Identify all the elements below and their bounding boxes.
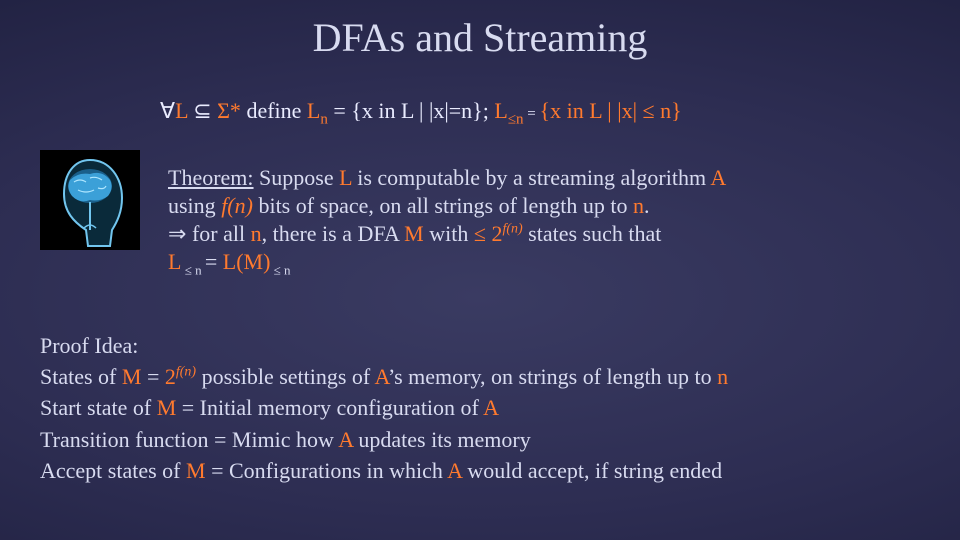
p4a: Accept states of: [40, 458, 186, 483]
p1base: 2: [165, 364, 176, 389]
forall-symbol: ∀: [160, 98, 175, 123]
th-l4L: L: [168, 249, 181, 274]
th-base: 2: [491, 221, 502, 246]
Lleq-L: L: [494, 98, 507, 123]
Lleq-subscript: ≤n: [508, 111, 524, 127]
th-l4sub2: ≤ n: [270, 263, 290, 278]
th-l1b: is computable by a streaming algorithm: [352, 165, 711, 190]
th-l3a: for all: [186, 221, 250, 246]
p4A: A: [447, 458, 462, 483]
th-l3d: states such that: [523, 221, 662, 246]
Ln-subscript: n: [320, 111, 328, 127]
theorem-label: Theorem:: [168, 165, 254, 190]
p3b: updates its memory: [353, 427, 531, 452]
th-l4eq: =: [205, 249, 223, 274]
proof-header: Proof Idea:: [40, 333, 138, 358]
p2b: = Initial memory configuration of: [176, 395, 483, 420]
brain-icon: [40, 150, 140, 250]
p1a: States of: [40, 364, 122, 389]
th-M: M: [404, 221, 424, 246]
th-l3c: with: [424, 221, 474, 246]
rhs2: {x in L | |x| ≤ n}: [540, 98, 682, 123]
eq-small: =: [524, 106, 540, 122]
p2A: A: [483, 395, 499, 420]
define-word: define: [241, 98, 307, 123]
th-l1a: Suppose: [254, 165, 340, 190]
th-l2b: bits of space, on all strings of length …: [253, 193, 633, 218]
p2M: M: [157, 395, 177, 420]
sigma-star: Σ*: [217, 98, 241, 123]
Ln-L: L: [307, 98, 320, 123]
p1A: A: [375, 364, 388, 389]
th-leq: ≤: [474, 221, 492, 246]
th-exp: f(n): [502, 222, 522, 237]
p1c: ’s memory, on strings of length up to: [388, 364, 717, 389]
p1M: M: [122, 364, 142, 389]
p2a: Start state of: [40, 395, 157, 420]
th-l2a: using: [168, 193, 221, 218]
def-L: L: [175, 98, 188, 123]
eq1: = {x in L | |x|=n};: [333, 98, 494, 123]
brain-image: [40, 150, 140, 250]
th-fn: f(n): [221, 193, 253, 218]
p1eq: =: [141, 364, 164, 389]
th-L: L: [339, 165, 352, 190]
proof-block: Proof Idea: States of M = 2f(n) possible…: [40, 330, 930, 486]
th-l4sub1: ≤ n: [181, 263, 204, 278]
theorem-block: Theorem: Suppose L is computable by a st…: [168, 164, 928, 279]
th-l4LM: L(M): [223, 249, 271, 274]
p1n: n: [717, 364, 728, 389]
th-l2n: n: [633, 193, 644, 218]
p4M: M: [186, 458, 206, 483]
implies-symbol: ⇒: [168, 221, 186, 246]
p4c: would accept, if string ended: [462, 458, 722, 483]
p1exp: f(n): [176, 365, 196, 380]
p3a: Transition function = Mimic how: [40, 427, 338, 452]
th-A: A: [710, 165, 726, 190]
th-l3b: , there is a DFA: [262, 221, 405, 246]
subset-symbol: ⊆: [188, 98, 217, 123]
p3A: A: [338, 427, 353, 452]
p4b: = Configurations in which: [206, 458, 448, 483]
th-l2c: .: [644, 193, 650, 218]
th-l3n: n: [251, 221, 262, 246]
p1b: possible settings of: [196, 364, 374, 389]
slide: DFAs and Streaming ∀L ⊆ Σ* define Ln = {…: [0, 0, 960, 540]
definition-line: ∀L ⊆ Σ* define Ln = {x in L | |x|=n}; L≤…: [160, 98, 682, 128]
slide-title: DFAs and Streaming: [0, 0, 960, 61]
